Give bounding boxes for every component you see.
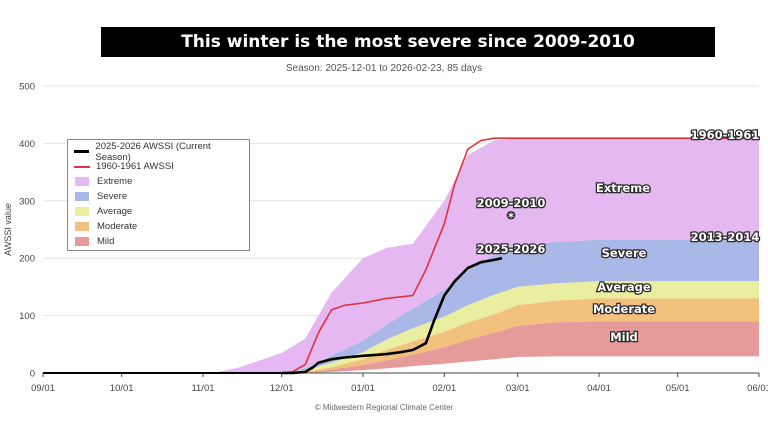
y-axis-label: AWSSI value: [3, 203, 13, 256]
legend-swatch: [75, 207, 89, 216]
y-tick-label: 500: [19, 82, 35, 93]
legend-swatch: [74, 150, 90, 153]
chart-subtitle: Season: 2025-12-01 to 2026-02-23, 85 day…: [285, 63, 483, 74]
x-tick-label: 03/01: [506, 383, 530, 394]
x-tick-label: 09/01: [31, 383, 55, 394]
y-tick-label: 300: [19, 196, 35, 207]
extreme-band: [43, 138, 759, 373]
y-tick-label: 0: [30, 369, 35, 380]
label-1960-1961: 1960-1961: [691, 128, 760, 142]
legend-item: Average: [74, 204, 243, 219]
legend-label: Average: [97, 206, 133, 217]
chart-legend: 2025-2026 AWSSI (Current Season) 1960-196…: [67, 139, 250, 251]
legend-label: Severe: [97, 191, 128, 202]
label-2013-2014: 2013-2014: [691, 230, 760, 244]
moderate-band: [43, 298, 759, 373]
average-band: [43, 281, 759, 373]
legend-swatch: [75, 237, 89, 246]
legend-label: Moderate: [97, 221, 138, 232]
mild-band: [43, 321, 759, 373]
legend-label: Mild: [97, 236, 115, 247]
y-tick-label: 100: [19, 311, 35, 322]
legend-item: Mild: [74, 234, 243, 249]
legend-label: 1960-1961 AWSSI: [96, 161, 174, 172]
legend-swatch: [75, 192, 89, 201]
legend-item: Extreme: [74, 174, 243, 189]
x-tick-label: 10/01: [110, 383, 134, 394]
x-tick-label: 12/01: [270, 383, 294, 394]
legend-swatch: [75, 177, 89, 186]
x-tick-label: 02/01: [432, 383, 456, 394]
series-line-1960-1961: [281, 137, 759, 374]
label-moderate: Moderate: [593, 302, 655, 316]
label-extreme: Extreme: [596, 181, 650, 195]
marker-2009-2010: *: [508, 210, 514, 224]
x-tick-label: 01/01: [351, 383, 375, 394]
x-tick-label: 05/01: [666, 383, 690, 394]
legend-label: Extreme: [97, 176, 133, 187]
label-average: Average: [597, 280, 650, 294]
legend-label: 2025-2026 AWSSI (Current Season): [95, 140, 211, 163]
x-tick-label: 06/01: [747, 383, 768, 394]
credit-text: © Midwestern Regional Climate Center: [314, 403, 454, 412]
label-2025-2026: 2025-2026: [477, 242, 546, 256]
severe-band: [43, 239, 759, 373]
x-tick-label: 11/01: [191, 383, 214, 394]
series-line-2025-2026: [281, 256, 503, 375]
x-tick-label: 04/01: [587, 383, 611, 394]
y-tick-label: 400: [19, 139, 35, 150]
legend-swatch: [75, 222, 89, 231]
legend-item: Moderate: [74, 219, 243, 234]
legend-item: 2025-2026 AWSSI (Current Season): [74, 141, 243, 163]
label-2009-2010: 2009-2010: [477, 196, 546, 210]
legend-item: 1960-1961 AWSSI: [74, 159, 243, 174]
y-tick-label: 200: [19, 254, 35, 265]
label-mild: Mild: [610, 330, 638, 344]
chart-title: This winter is the most severe since 200…: [181, 32, 635, 52]
label-severe: Severe: [602, 246, 647, 260]
legend-swatch: [74, 165, 90, 168]
legend-item: Severe: [74, 189, 243, 204]
chart-title-banner: This winter is the most severe since 200…: [101, 27, 715, 57]
